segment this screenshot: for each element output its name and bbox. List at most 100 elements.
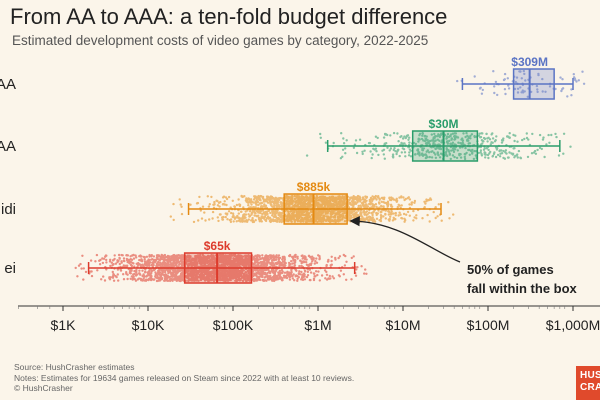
data-point <box>180 212 184 216</box>
data-point <box>519 157 523 160</box>
data-point <box>486 137 489 140</box>
data-point <box>378 198 381 201</box>
data-point <box>387 213 390 216</box>
data-point <box>255 203 258 206</box>
data-point <box>290 260 293 263</box>
data-point <box>430 150 433 153</box>
data-point <box>438 134 441 138</box>
data-point <box>436 138 439 141</box>
data-point <box>275 262 279 266</box>
data-point <box>380 205 383 208</box>
data-point <box>523 72 526 76</box>
data-point <box>562 152 565 155</box>
data-point <box>326 260 330 263</box>
data-point <box>423 139 427 143</box>
data-point <box>413 199 417 203</box>
data-point <box>450 133 453 136</box>
data-point <box>261 212 264 216</box>
data-point <box>277 254 281 257</box>
data-point <box>150 255 153 258</box>
data-point <box>409 149 413 152</box>
data-point <box>334 258 337 261</box>
data-point <box>339 157 343 160</box>
data-point <box>513 156 516 159</box>
data-point <box>452 146 456 149</box>
data-point <box>458 154 461 157</box>
data-point <box>395 152 398 156</box>
data-point <box>111 270 115 274</box>
data-point <box>435 135 439 138</box>
data-point <box>382 153 385 156</box>
data-point <box>471 151 474 154</box>
data-point <box>267 278 270 281</box>
data-point <box>397 140 400 143</box>
data-point <box>383 143 386 146</box>
category-label: idi <box>1 201 16 218</box>
data-point <box>449 142 452 145</box>
data-point <box>271 265 274 268</box>
data-point <box>383 157 386 160</box>
data-point <box>172 253 176 257</box>
data-point <box>264 219 268 223</box>
data-point <box>303 278 307 281</box>
data-point <box>216 216 219 219</box>
data-point <box>286 200 289 203</box>
data-point <box>491 137 495 140</box>
data-point <box>129 272 132 275</box>
data-point <box>500 141 504 144</box>
data-point <box>256 200 260 204</box>
data-point <box>446 142 449 145</box>
data-point <box>247 213 250 216</box>
data-point <box>404 218 407 222</box>
data-point <box>278 211 281 214</box>
data-point <box>412 219 415 222</box>
data-point <box>125 254 128 257</box>
data-point <box>168 263 172 266</box>
data-point <box>319 216 322 219</box>
data-point <box>254 264 257 267</box>
data-point <box>211 210 215 214</box>
data-point <box>178 198 181 201</box>
data-point <box>269 203 272 206</box>
data-point <box>482 140 485 143</box>
data-point <box>112 279 116 282</box>
data-point <box>332 277 336 280</box>
data-point <box>242 206 245 209</box>
data-point <box>113 254 116 257</box>
data-point <box>290 268 293 272</box>
data-point <box>240 220 244 223</box>
data-point <box>570 94 573 97</box>
data-point <box>146 271 149 274</box>
data-point <box>172 218 175 222</box>
data-point <box>294 275 297 278</box>
data-point <box>325 263 328 267</box>
data-point <box>433 143 437 146</box>
data-point <box>401 137 405 140</box>
data-point <box>361 198 364 201</box>
data-point <box>122 278 126 281</box>
data-point <box>455 156 459 160</box>
data-point <box>138 269 141 272</box>
data-point <box>143 258 146 261</box>
data-point <box>390 213 393 216</box>
data-point <box>171 275 174 278</box>
data-point <box>103 279 107 282</box>
data-point <box>111 276 115 279</box>
data-point <box>98 263 102 266</box>
data-point <box>433 135 437 139</box>
data-point <box>258 197 261 200</box>
data-point <box>544 90 547 94</box>
data-point <box>142 277 145 280</box>
data-point <box>265 198 268 201</box>
data-point <box>456 149 459 152</box>
data-point <box>523 137 526 141</box>
data-point <box>573 77 577 80</box>
data-point <box>278 205 281 209</box>
data-point <box>432 210 435 214</box>
data-point <box>258 275 261 279</box>
data-point <box>259 261 262 264</box>
data-point <box>241 216 244 220</box>
data-point <box>425 200 428 203</box>
data-point <box>369 150 372 153</box>
data-point <box>255 273 258 276</box>
